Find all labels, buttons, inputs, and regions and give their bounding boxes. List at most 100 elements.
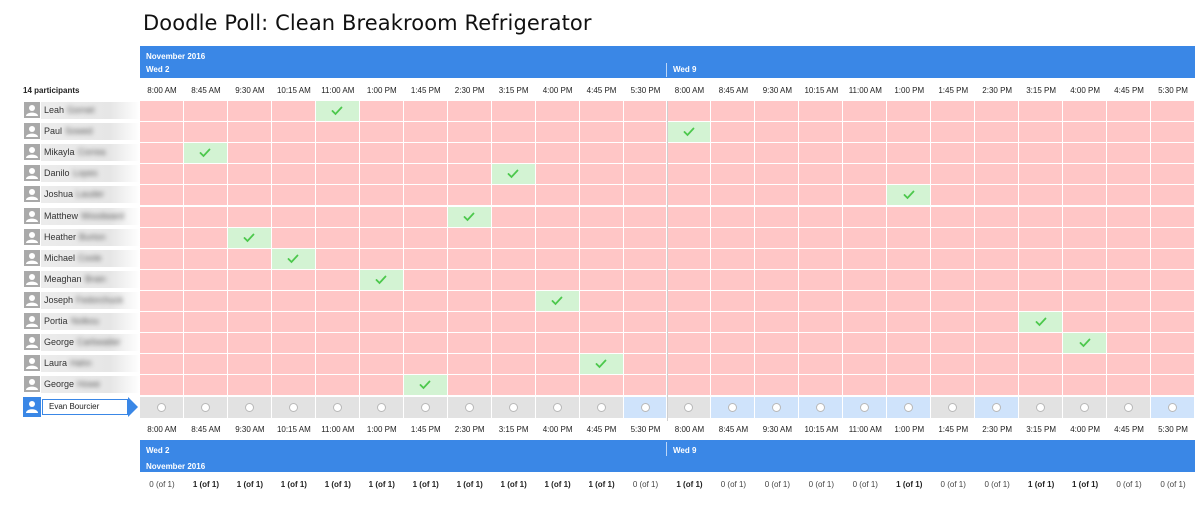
availability-cell-no — [403, 143, 447, 164]
availability-radio[interactable] — [596, 403, 606, 412]
availability-radio[interactable] — [332, 403, 342, 412]
availability-cell-no — [1151, 101, 1194, 121]
user-avatar-icon — [24, 144, 40, 161]
participant-row: Meaghan Brain — [23, 270, 140, 289]
availability-cell-no — [887, 269, 931, 290]
availability-cell-no — [491, 206, 535, 227]
availability-cell-no — [799, 143, 843, 164]
user-avatar-icon — [24, 376, 40, 393]
availability-radio[interactable] — [200, 403, 210, 412]
top-date-header: November 2016 Wed 2 Wed 9 — [140, 46, 1195, 78]
top-time-18: 1:45 PM — [938, 86, 969, 95]
current-user-avatar — [23, 397, 41, 417]
availability-radio[interactable] — [772, 403, 782, 412]
participant-row: Joseph Fedorchuck — [23, 291, 140, 310]
availability-cell-yes — [1063, 333, 1107, 354]
availability-cell-no — [1107, 101, 1151, 121]
availability-cell-no — [843, 290, 887, 311]
current-user-name-input[interactable]: Evan Bourcier — [42, 399, 128, 415]
availability-cell-no — [535, 248, 579, 269]
availability-cell-no — [711, 333, 755, 354]
availability-cell-no — [315, 269, 359, 290]
availability-cell-no — [975, 227, 1019, 248]
user-avatar-icon — [24, 165, 40, 182]
day-label-top-2: Wed 9 — [673, 65, 697, 74]
availability-radio[interactable] — [552, 403, 562, 412]
availability-cell-no — [315, 248, 359, 269]
availability-cell-no — [711, 248, 755, 269]
availability-cell-no — [227, 122, 271, 143]
availability-radio[interactable] — [1168, 403, 1177, 412]
availability-cell-no — [140, 290, 183, 311]
availability-cell-no — [843, 269, 887, 290]
availability-radio[interactable] — [420, 403, 430, 412]
availability-cell-no — [755, 143, 799, 164]
availability-radio[interactable] — [860, 403, 870, 412]
bottom-time-3: 10:15 AM — [276, 425, 311, 434]
availability-cell-no — [1063, 143, 1107, 164]
availability-cell-no — [140, 206, 183, 227]
availability-radio[interactable] — [288, 403, 298, 412]
availability-cell-no — [1107, 269, 1151, 290]
participant-first-name: Heather — [44, 231, 77, 242]
availability-cell-no — [755, 122, 799, 143]
top-time-14: 9:30 AM — [762, 86, 793, 95]
availability-cell-no — [1151, 354, 1194, 375]
availability-cell-no — [755, 185, 799, 206]
participant-name-bar — [41, 165, 140, 183]
availability-radio[interactable] — [244, 403, 254, 412]
participant-row: Mikayla Correa — [23, 143, 140, 162]
availability-radio[interactable] — [376, 403, 386, 412]
availability-cell-no — [315, 164, 359, 185]
bottom-time-20: 3:15 PM — [1026, 425, 1057, 434]
availability-radio[interactable] — [948, 403, 958, 412]
availability-cell-no — [975, 122, 1019, 143]
availability-radio[interactable] — [992, 403, 1002, 412]
availability-cell-no — [887, 333, 931, 354]
availability-cell-no — [359, 248, 403, 269]
availability-cell-no — [183, 122, 227, 143]
availability-radio[interactable] — [816, 403, 826, 412]
availability-cell-no — [843, 333, 887, 354]
availability-radio[interactable] — [156, 403, 166, 412]
bottom-time-1: 8:45 AM — [191, 425, 221, 434]
availability-cell-no — [140, 143, 183, 164]
availability-cell-no — [799, 227, 843, 248]
availability-cell-no — [535, 101, 579, 121]
participant-row: George Carbwaiter — [23, 333, 140, 352]
response-count: 1 (of 1) — [588, 480, 615, 489]
participant-first-name: Mikayla — [44, 147, 75, 158]
availability-radio[interactable] — [640, 403, 650, 412]
availability-cell-no — [403, 185, 447, 206]
response-count: 0 (of 1) — [808, 480, 835, 489]
availability-cell-no — [1107, 312, 1151, 332]
availability-radio[interactable] — [464, 403, 474, 412]
availability-cell-yes — [447, 206, 491, 227]
availability-cell-no — [843, 227, 887, 248]
availability-cell-yes — [183, 143, 227, 164]
availability-radio[interactable] — [508, 403, 518, 412]
availability-radio[interactable] — [1036, 403, 1046, 412]
availability-cell-no — [183, 206, 227, 227]
availability-cell-no — [667, 164, 711, 185]
availability-cell-no — [491, 227, 535, 248]
availability-cell-no — [359, 227, 403, 248]
top-time-7: 2:30 PM — [454, 86, 485, 95]
availability-cell-no — [227, 354, 271, 375]
availability-cell-no — [1107, 185, 1151, 206]
availability-cell-no — [403, 354, 447, 375]
availability-cell-no — [887, 143, 931, 164]
availability-cell-no — [579, 333, 623, 354]
availability-radio[interactable] — [1080, 403, 1090, 412]
availability-cell-no — [711, 354, 755, 375]
response-count: 1 (of 1) — [544, 480, 571, 489]
availability-radio[interactable] — [904, 403, 914, 412]
availability-radio[interactable] — [684, 403, 694, 412]
availability-cell-yes — [667, 122, 711, 143]
availability-cell-no — [403, 269, 447, 290]
participant-row: Joshua Lauder — [23, 185, 140, 204]
availability-radio[interactable] — [728, 403, 738, 412]
availability-cell-no — [315, 185, 359, 206]
participant-row: George Howe — [23, 375, 140, 394]
availability-radio[interactable] — [1124, 403, 1134, 412]
